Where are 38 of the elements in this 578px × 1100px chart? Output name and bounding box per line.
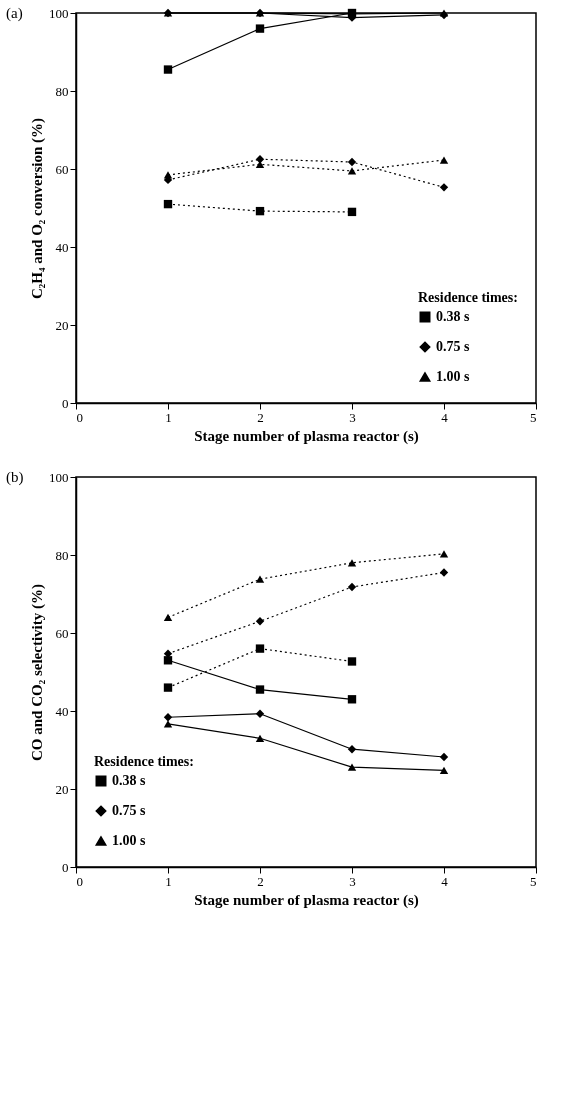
legend-title: Residence times: bbox=[418, 290, 518, 305]
legend-label: 0.38 s bbox=[436, 309, 470, 324]
x-axis-title: Stage number of plasma reactor (s) bbox=[194, 427, 419, 445]
y-tick-label: 100 bbox=[49, 469, 69, 485]
x-tick-label: 4 bbox=[441, 873, 449, 889]
y-axis-title: CO and CO₂ selectivity (%) bbox=[29, 584, 46, 761]
x-tick-label: 5 bbox=[530, 409, 537, 425]
y-tick-label: 40 bbox=[55, 703, 69, 719]
legend-label: 0.38 s bbox=[112, 773, 146, 788]
y-tick-label: 20 bbox=[55, 781, 69, 797]
y-tick-label: 80 bbox=[55, 547, 69, 563]
x-tick-label: 3 bbox=[349, 873, 356, 889]
x-tick-label: 4 bbox=[441, 409, 449, 425]
x-tick-label: 1 bbox=[165, 409, 172, 425]
chart-title: (b) bbox=[6, 469, 24, 486]
y-tick-label: 60 bbox=[55, 625, 69, 641]
chart-title: (a) bbox=[6, 5, 23, 22]
legend-label: 1.00 s bbox=[436, 369, 470, 384]
legend-label: 0.75 s bbox=[436, 339, 470, 354]
x-tick-label: 0 bbox=[76, 873, 83, 889]
x-tick-label: 0 bbox=[76, 409, 83, 425]
legend-label: 0.75 s bbox=[112, 803, 146, 818]
x-tick-label: 1 bbox=[165, 873, 172, 889]
y-tick-label: 40 bbox=[55, 239, 69, 255]
y-tick-label: 60 bbox=[55, 161, 69, 177]
x-axis-title: Stage number of plasma reactor (s) bbox=[194, 891, 419, 909]
x-tick-label: 5 bbox=[530, 873, 537, 889]
y-tick-label: 0 bbox=[62, 859, 69, 875]
x-tick-label: 3 bbox=[349, 409, 356, 425]
legend-label: 1.00 s bbox=[112, 833, 146, 848]
x-tick-label: 2 bbox=[257, 409, 264, 425]
y-tick-label: 20 bbox=[55, 317, 69, 333]
y-tick-label: 0 bbox=[62, 395, 69, 411]
x-tick-label: 2 bbox=[257, 873, 264, 889]
y-axis-title: C₂H₄ and O₂ conversion (%) bbox=[29, 118, 46, 299]
y-tick-label: 100 bbox=[49, 5, 69, 21]
legend-title: Residence times: bbox=[94, 754, 194, 769]
y-tick-label: 80 bbox=[55, 83, 69, 99]
